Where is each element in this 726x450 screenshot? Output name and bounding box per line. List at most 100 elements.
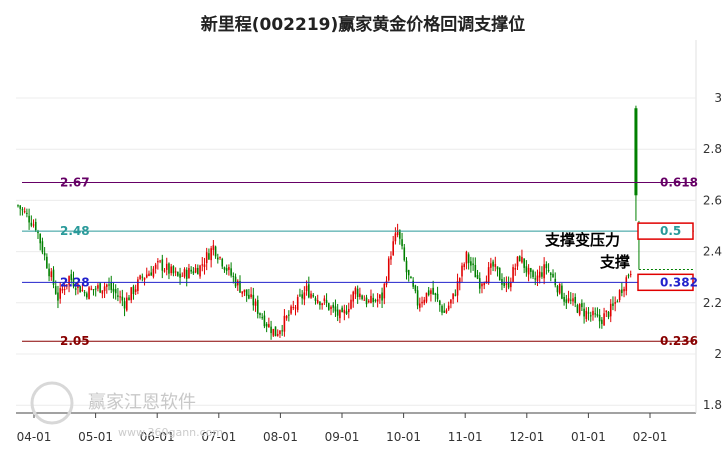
candle-body xyxy=(99,283,101,293)
candle-body xyxy=(492,261,494,267)
candle-body xyxy=(301,294,303,299)
candle-body xyxy=(625,277,628,291)
candle-body xyxy=(50,271,53,278)
candle-body xyxy=(108,284,110,286)
candle-body xyxy=(498,268,501,281)
candle-body xyxy=(407,270,410,276)
candle-body xyxy=(383,283,386,299)
candle-body xyxy=(152,268,155,277)
candle-body xyxy=(470,261,472,266)
y-tick-label: 3 xyxy=(714,91,722,105)
candle-body xyxy=(481,283,483,287)
candle-body xyxy=(545,264,548,269)
candle-body xyxy=(217,257,219,260)
candle-body xyxy=(139,275,141,280)
candle-body xyxy=(212,245,215,251)
candle-body xyxy=(48,268,50,277)
candle-body xyxy=(234,276,237,287)
x-tick-label: 05-01 xyxy=(78,430,113,444)
candle-body xyxy=(123,301,126,309)
candle-body xyxy=(567,298,570,302)
candle-body xyxy=(374,299,377,302)
candle-body xyxy=(86,293,88,298)
candle-body xyxy=(34,221,37,231)
candle-body xyxy=(32,224,35,226)
x-tick-label: 01-01 xyxy=(571,430,606,444)
candle-body xyxy=(472,263,474,266)
x-tick-label: 09-01 xyxy=(325,430,360,444)
candle-body xyxy=(547,270,550,272)
candle-body xyxy=(561,285,563,299)
y-tick-label: 2 xyxy=(714,347,722,361)
candle-body xyxy=(290,306,292,314)
candle-body xyxy=(154,264,157,269)
candle-body xyxy=(68,276,70,285)
candle-body xyxy=(352,291,355,302)
candle-body xyxy=(190,269,192,272)
candle-body xyxy=(197,267,199,275)
candle-body xyxy=(458,278,461,284)
candle-body xyxy=(97,285,99,289)
candle-body xyxy=(585,310,588,320)
candle-body xyxy=(379,294,381,299)
candle-body xyxy=(572,298,574,302)
candle-body xyxy=(414,285,417,291)
candle-body xyxy=(587,312,590,314)
candle-body xyxy=(594,313,596,315)
candle-body xyxy=(629,273,632,275)
candle-body xyxy=(223,267,226,270)
candle-body xyxy=(130,287,133,301)
candle-body xyxy=(581,303,583,308)
candle-body xyxy=(443,310,446,313)
candle-body xyxy=(523,258,525,268)
watermark: 赢家江恩软件 www.360gann.com xyxy=(30,381,223,439)
y-gridlines xyxy=(16,97,696,406)
candle-body xyxy=(70,274,73,280)
candle-body xyxy=(230,268,232,276)
candle-body xyxy=(339,310,341,319)
candle-body xyxy=(159,260,161,262)
candle-body xyxy=(507,282,510,288)
candle-body xyxy=(541,272,543,277)
candle-body xyxy=(177,272,179,276)
candle-body xyxy=(145,274,148,278)
x-tick-label: 06-01 xyxy=(140,430,175,444)
candle-body xyxy=(370,295,372,303)
candle-body xyxy=(174,271,177,273)
candle-body xyxy=(252,294,255,306)
candle-body xyxy=(372,297,374,303)
candle-body xyxy=(225,268,228,271)
candle-body xyxy=(281,330,283,332)
candle-body xyxy=(210,248,212,261)
candle-body xyxy=(81,289,84,291)
candle-body xyxy=(185,269,188,279)
candle-body xyxy=(228,267,230,270)
candle-body xyxy=(421,301,423,304)
candle-body xyxy=(550,273,552,275)
candle-body xyxy=(310,293,312,298)
candle-body xyxy=(263,315,266,327)
candle-body xyxy=(208,253,210,260)
level-price-label: 2.28 xyxy=(60,275,90,289)
candle-body xyxy=(137,279,139,291)
candle-body xyxy=(283,315,286,332)
candle-body xyxy=(430,290,432,294)
y-tick-label: 2.2 xyxy=(703,296,722,310)
x-tick-label: 08-01 xyxy=(263,430,298,444)
x-tick-label: 02-01 xyxy=(633,430,668,444)
candle-body xyxy=(332,304,335,308)
candle-body xyxy=(134,289,137,292)
candle-body xyxy=(538,271,541,278)
candle-body xyxy=(17,205,19,207)
candle-body xyxy=(148,273,150,276)
candle-body xyxy=(103,286,106,292)
candle-body xyxy=(303,292,306,300)
candle-body xyxy=(261,317,263,319)
candle-body xyxy=(92,289,95,291)
candle-body xyxy=(359,293,361,297)
candle-body xyxy=(532,270,534,278)
candle-body xyxy=(170,266,172,274)
candle-body xyxy=(259,313,261,316)
candle-body xyxy=(279,330,281,335)
